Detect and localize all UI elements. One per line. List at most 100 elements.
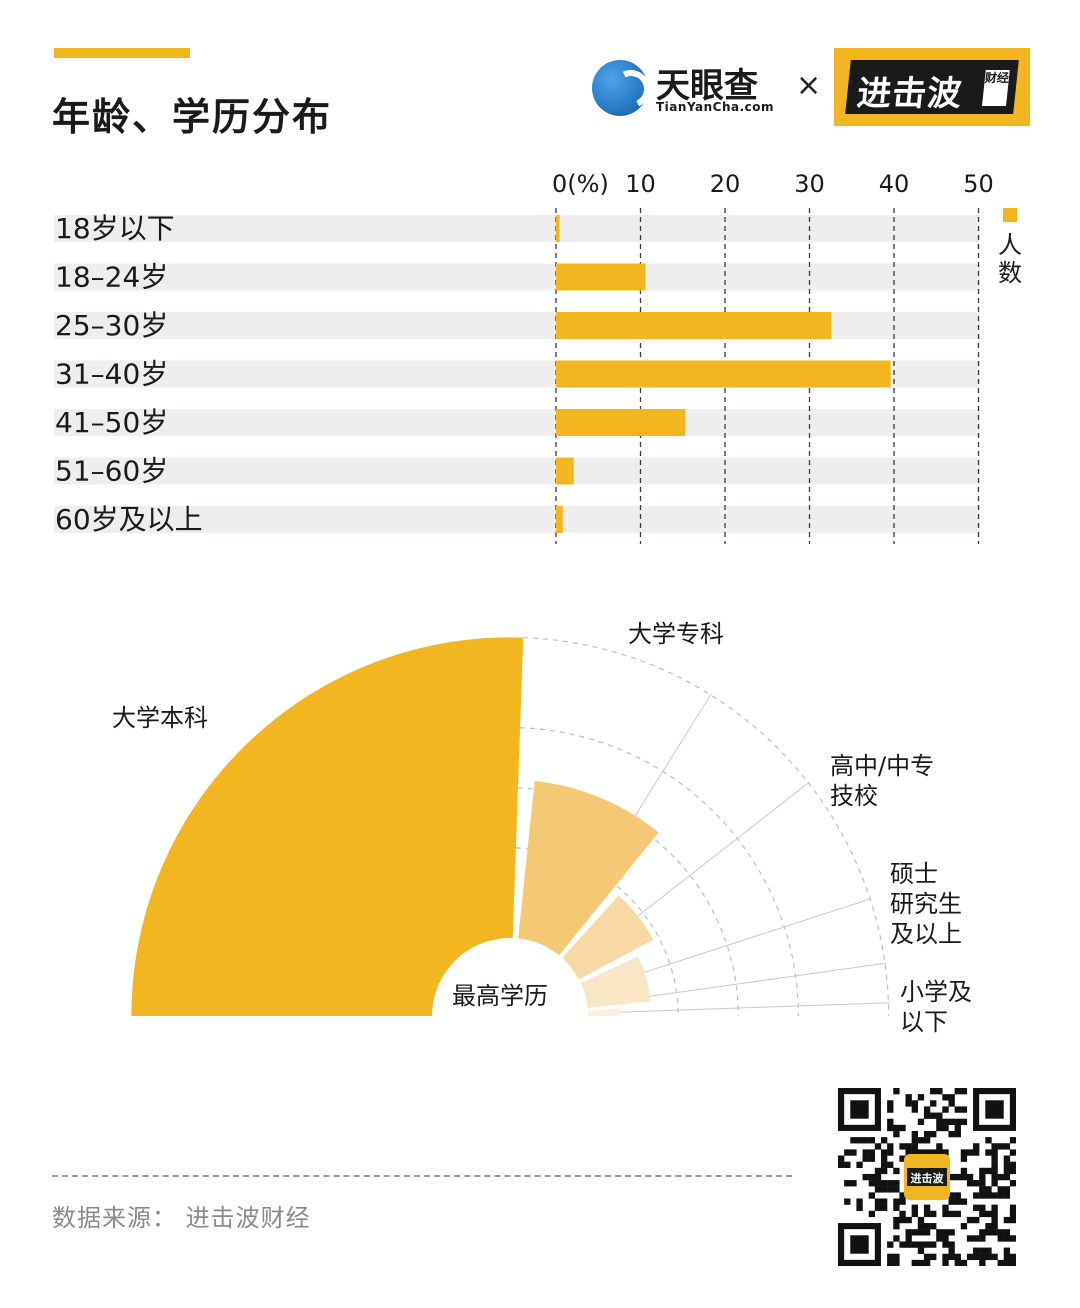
qr-module	[1009, 1235, 1016, 1242]
qr-module	[942, 1253, 949, 1261]
qr-module	[862, 1173, 869, 1181]
center-label: 最高学历	[452, 982, 548, 1010]
qr-module	[923, 1229, 931, 1236]
qr-module	[991, 1155, 998, 1162]
qr-module	[973, 1253, 980, 1261]
qr-module	[936, 1229, 943, 1236]
qr-module	[997, 1143, 1004, 1150]
qr-module	[923, 1204, 931, 1211]
qr-module	[954, 1198, 961, 1205]
qr-module	[979, 1235, 986, 1242]
qr-module	[991, 1223, 998, 1230]
qr-module	[917, 1247, 925, 1254]
qr-module	[838, 1161, 845, 1168]
qr-module	[930, 1210, 937, 1218]
qr-module	[899, 1210, 906, 1218]
qr-code[interactable]: 进击波	[838, 1088, 1016, 1266]
qr-logo-text: 进击波	[911, 1171, 945, 1185]
radial-line	[603, 898, 872, 987]
qr-module	[936, 1124, 943, 1132]
data-source: 数据来源： 进击波财经	[52, 1204, 311, 1232]
qr-module	[887, 1253, 894, 1261]
qr-module	[948, 1100, 955, 1107]
qr-module	[887, 1118, 894, 1126]
qr-module	[966, 1253, 974, 1261]
brand-url: TianYanCha.com	[656, 100, 775, 114]
qr-module	[893, 1167, 900, 1175]
qr-module	[917, 1118, 925, 1126]
qr-module	[973, 1180, 980, 1187]
qr-module	[893, 1198, 900, 1205]
guide-arc	[515, 847, 679, 1017]
slice-label: 高中/中专技校	[830, 752, 934, 810]
qr-module	[917, 1223, 925, 1230]
bar-track	[54, 215, 980, 242]
qr-module	[893, 1180, 900, 1187]
qr-module	[985, 1223, 992, 1230]
qr-module	[917, 1094, 925, 1101]
qr-module	[954, 1124, 961, 1132]
qr-module	[936, 1149, 943, 1156]
qr-module	[960, 1088, 968, 1095]
qr-module	[997, 1186, 1004, 1193]
qr-module	[862, 1149, 869, 1156]
qr-module	[991, 1204, 998, 1211]
qr-module	[923, 1112, 931, 1119]
qr-module	[1009, 1167, 1016, 1175]
bar	[556, 215, 560, 242]
qr-module	[923, 1223, 931, 1230]
qr-module	[911, 1241, 918, 1248]
qr-module	[905, 1149, 912, 1156]
qr-module	[1003, 1192, 1011, 1199]
partner-logo: 进击波 财经	[834, 48, 1030, 126]
qr-module	[880, 1180, 888, 1187]
page-title: 年龄、学历分布	[52, 95, 333, 139]
qr-module	[905, 1229, 912, 1236]
qr-module	[948, 1198, 955, 1205]
qr-module	[997, 1259, 1004, 1266]
qr-module	[893, 1216, 900, 1224]
qr-module	[911, 1106, 918, 1113]
qr-module	[973, 1192, 980, 1199]
pie-slice	[587, 1008, 620, 1016]
qr-module	[979, 1180, 986, 1187]
category-label: 25–30岁	[55, 309, 168, 342]
qr-module	[960, 1106, 968, 1113]
qr-module	[1003, 1229, 1011, 1236]
qr-module	[905, 1235, 912, 1242]
qr-module	[997, 1229, 1004, 1236]
qr-module	[887, 1149, 894, 1156]
qr-module	[887, 1161, 894, 1168]
qr-module	[966, 1235, 974, 1242]
qr-module	[874, 1204, 882, 1211]
qr-module	[930, 1130, 937, 1138]
qr-module	[923, 1137, 931, 1144]
bar	[556, 312, 832, 339]
qr-module	[979, 1204, 986, 1211]
qr-module	[868, 1180, 876, 1187]
qr-module	[868, 1192, 876, 1199]
qr-module	[942, 1204, 949, 1211]
bar-track	[54, 263, 980, 291]
qr-module	[893, 1204, 900, 1211]
qr-module	[966, 1216, 974, 1224]
qr-module	[856, 1204, 863, 1211]
qr-module	[985, 1253, 992, 1261]
qr-module	[948, 1247, 955, 1254]
bar	[556, 263, 646, 291]
qr-module	[899, 1124, 906, 1132]
qr-module	[887, 1186, 894, 1193]
qr-module	[960, 1259, 968, 1266]
qr-module	[1009, 1216, 1016, 1224]
qr-module	[1003, 1155, 1011, 1162]
qr-module	[850, 1137, 857, 1144]
slice-label: 小学及以下	[900, 978, 972, 1036]
qr-module	[991, 1143, 998, 1150]
qr-module	[917, 1216, 925, 1224]
qr-module	[991, 1210, 998, 1218]
qr-module	[991, 1149, 998, 1156]
partner-logo-plate: 进击波 财经	[845, 60, 1019, 114]
qr-module	[923, 1106, 931, 1113]
qr-module	[991, 1253, 998, 1261]
